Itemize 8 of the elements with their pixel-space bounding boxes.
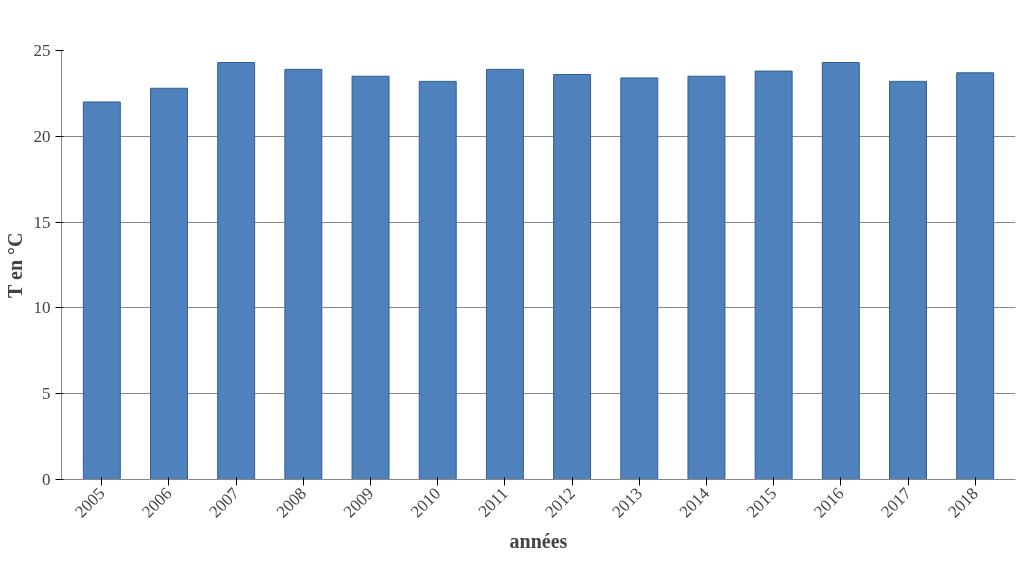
y-axis-title: T en °C: [3, 232, 26, 298]
x-axis-title: années: [509, 530, 568, 553]
y-tick-label: 0: [42, 470, 51, 489]
y-tick-label: 20: [33, 126, 51, 146]
y-tick-label: 5: [42, 384, 51, 404]
y-tick-label: 15: [33, 212, 51, 232]
y-tick-label: 10: [33, 298, 51, 318]
y-tick-label: 25: [33, 41, 51, 60]
